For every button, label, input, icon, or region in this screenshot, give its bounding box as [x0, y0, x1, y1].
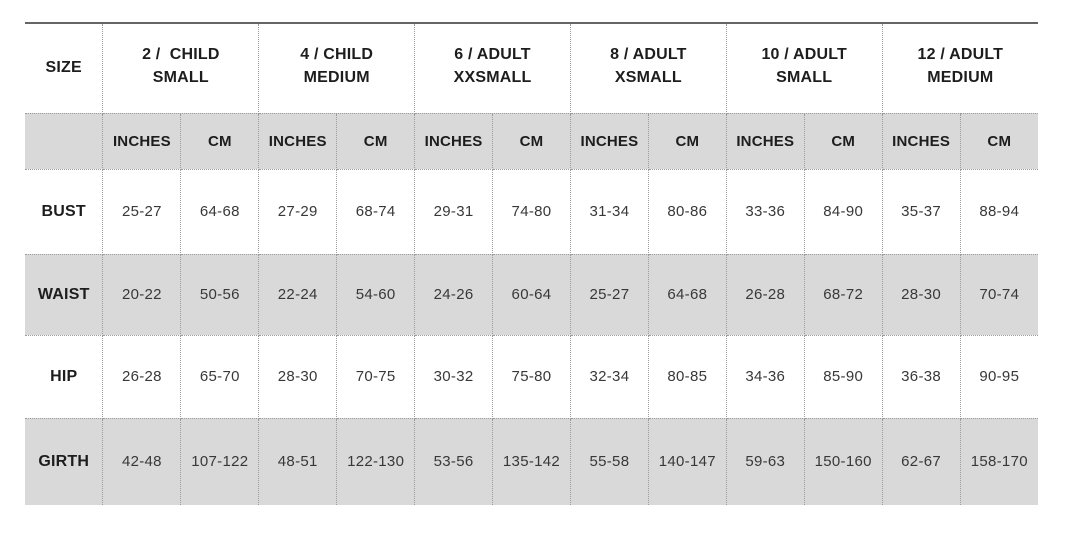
size-group-line1: 2 / CHILD: [142, 45, 220, 63]
value-cell: 35-37: [881, 168, 961, 255]
value-cell: 75-80: [492, 334, 571, 419]
value-cell: 135-142: [492, 417, 571, 505]
value-cell: 85-90: [803, 334, 883, 419]
units-empty-cell: [25, 112, 104, 170]
value-cell: 42-48: [102, 417, 182, 505]
size-group-header: 6 / ADULT XXSMALL: [414, 24, 571, 114]
value-cell: 48-51: [258, 417, 338, 505]
unit-header: CM: [492, 112, 571, 170]
value-cell: 80-85: [647, 334, 727, 419]
value-cell: 20-22: [102, 253, 182, 336]
unit-header: INCHES: [102, 112, 182, 170]
size-group-line2: MEDIUM: [927, 68, 994, 86]
row-label: WAIST: [25, 253, 104, 336]
value-cell: 68-72: [803, 253, 883, 336]
value-cell: 30-32: [414, 334, 494, 419]
size-groups-row: SIZE 2 / CHILD SMALL 4 / CHILD MEDIUM 6 / AD…: [25, 24, 1038, 114]
value-cell: 25-27: [569, 253, 649, 336]
size-group-line1: 10 / ADULT: [761, 45, 847, 63]
size-group-line2: MEDIUM: [303, 68, 370, 86]
value-cell: 24-26: [414, 253, 494, 336]
value-cell: 68-74: [336, 168, 416, 255]
value-cell: 22-24: [258, 253, 338, 336]
value-cell: 28-30: [881, 253, 961, 336]
value-cell: 88-94: [959, 168, 1038, 255]
value-cell: 80-86: [647, 168, 727, 255]
value-cell: 34-36: [725, 334, 805, 419]
size-group-header: 2 / CHILD SMALL: [102, 24, 260, 114]
unit-header: INCHES: [881, 112, 961, 170]
size-group-line2: SMALL: [152, 68, 209, 86]
table-header: SIZE 2 / CHILD SMALL 4 / CHILD MEDIUM 6 / AD…: [25, 24, 1038, 170]
unit-header: CM: [959, 112, 1038, 170]
value-cell: 29-31: [414, 168, 494, 255]
value-cell: 53-56: [414, 417, 494, 505]
value-cell: 54-60: [336, 253, 416, 336]
value-cell: 158-170: [959, 417, 1038, 505]
measurement-row-hip: HIP 26-28 65-70 28-30 70-75 30-32 75-80 32-34 80…: [25, 334, 1038, 419]
size-group-line2: SMALL: [776, 68, 833, 86]
value-cell: 64-68: [180, 168, 260, 255]
value-cell: 107-122: [180, 417, 260, 505]
unit-header: INCHES: [414, 112, 494, 170]
value-cell: 122-130: [336, 417, 416, 505]
unit-header: CM: [803, 112, 883, 170]
size-group-header: 10 / ADULT SMALL: [725, 24, 883, 114]
unit-header: INCHES: [569, 112, 649, 170]
units-row: INCHES CM INCHES CM INCHES CM INCHES CM INCHES CM…: [25, 112, 1038, 170]
size-group-line2: XXSMALL: [453, 68, 532, 86]
value-cell: 62-67: [881, 417, 961, 505]
measurement-row-bust: BUST 25-27 64-68 27-29 68-74 29-31 74-80 31-34 8…: [25, 168, 1038, 255]
value-cell: 70-74: [959, 253, 1038, 336]
row-label: HIP: [25, 334, 104, 419]
unit-header: CM: [647, 112, 727, 170]
unit-header: INCHES: [258, 112, 338, 170]
value-cell: 28-30: [258, 334, 338, 419]
value-cell: 150-160: [803, 417, 883, 505]
value-cell: 36-38: [881, 334, 961, 419]
unit-header: CM: [336, 112, 416, 170]
size-group-header: 4 / CHILD MEDIUM: [258, 24, 416, 114]
size-group-header: 12 / ADULT MEDIUM: [881, 24, 1038, 114]
unit-header: CM: [180, 112, 260, 170]
row-label: GIRTH: [25, 417, 104, 505]
size-group-line1: 12 / ADULT: [917, 45, 1004, 63]
measurement-row-girth: GIRTH 42-48 107-122 48-51 122-130 53-56 135-14…: [25, 417, 1038, 505]
value-cell: 25-27: [102, 168, 182, 255]
size-chart-container: SIZE 2 / CHILD SMALL 4 / CHILD MEDIUM 6 / AD…: [25, 22, 1038, 505]
value-cell: 26-28: [102, 334, 182, 419]
size-group-header: 8 / ADULT XSMALL: [569, 24, 727, 114]
value-cell: 32-34: [569, 334, 649, 419]
value-cell: 140-147: [647, 417, 727, 505]
value-cell: 74-80: [492, 168, 571, 255]
size-group-line1: 4 / CHILD: [300, 45, 374, 63]
row-label: BUST: [25, 168, 104, 255]
size-corner-header: SIZE: [25, 24, 104, 114]
value-cell: 33-36: [725, 168, 805, 255]
measurement-row-waist: WAIST 20-22 50-56 22-24 54-60 24-26 60-64 25-27…: [25, 253, 1038, 336]
value-cell: 90-95: [959, 334, 1038, 419]
value-cell: 59-63: [725, 417, 805, 505]
value-cell: 65-70: [180, 334, 260, 419]
value-cell: 60-64: [492, 253, 571, 336]
size-group-line1: 6 / ADULT: [454, 45, 531, 63]
value-cell: 55-58: [569, 417, 649, 505]
size-group-line2: XSMALL: [614, 68, 682, 86]
table-body: BUST 25-27 64-68 27-29 68-74 29-31 74-80 31-34 8…: [25, 168, 1038, 505]
value-cell: 31-34: [569, 168, 649, 255]
unit-header: INCHES: [725, 112, 805, 170]
value-cell: 50-56: [180, 253, 260, 336]
value-cell: 70-75: [336, 334, 416, 419]
value-cell: 84-90: [803, 168, 883, 255]
size-chart-table: SIZE 2 / CHILD SMALL 4 / CHILD MEDIUM 6 / AD…: [25, 24, 1038, 505]
value-cell: 27-29: [258, 168, 338, 255]
value-cell: 26-28: [725, 253, 805, 336]
value-cell: 64-68: [647, 253, 727, 336]
size-group-line1: 8 / ADULT: [610, 45, 687, 63]
